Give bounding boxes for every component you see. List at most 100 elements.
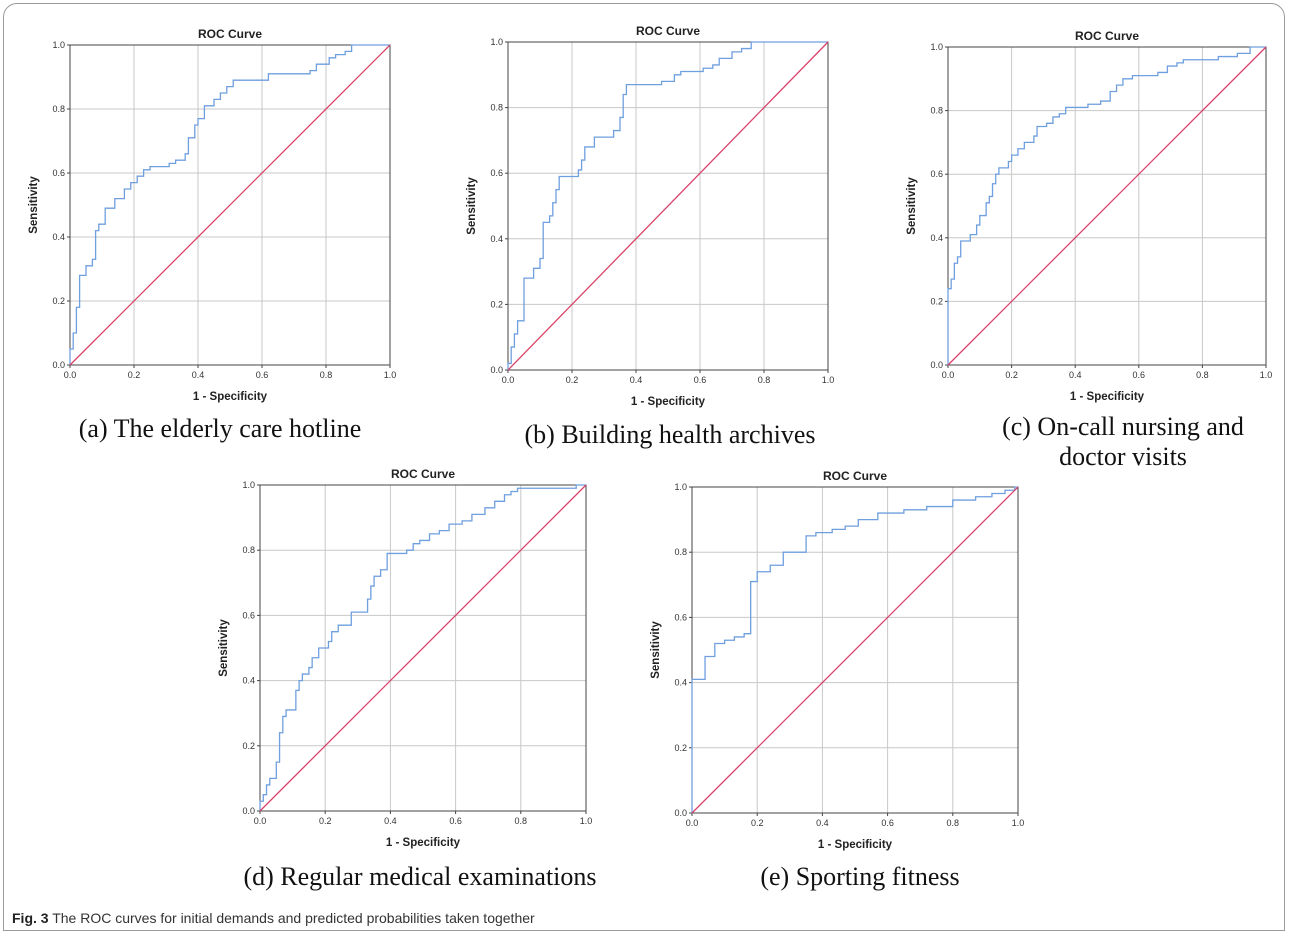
- chart-title: ROC Curve: [198, 27, 262, 41]
- x-tick-label: 0.6: [1133, 370, 1146, 380]
- y-tick-label: 0.6: [52, 168, 65, 178]
- roc-panel-d: 0.0 0.2 0.4 0.6 0.8 1.0 0.0 0.2 0.4 0.6 0.8 1.0 ROC …: [0, 0, 620, 900]
- chart-svg: 0.0 0.2 0.4 0.6 0.8 1.0 0.0 0.2 0.4 0.6 0.8 1.0 ROC …: [28, 27, 397, 403]
- roc-curve-line: [507, 41, 828, 370]
- x-tick-label: 0.0: [686, 818, 699, 828]
- x-tick-label: 0.4: [192, 370, 205, 380]
- y-axis-label: Sensitivity: [650, 621, 662, 679]
- y-tick-label: 0.6: [242, 610, 255, 620]
- x-tick-label: 0.8: [947, 818, 960, 828]
- plot-frame: [69, 44, 391, 366]
- roc-curve-line: [259, 484, 586, 811]
- y-tick-label: 0.8: [242, 545, 255, 555]
- reference-diagonal-line: [259, 484, 587, 812]
- y-tick-label: 0.2: [930, 296, 943, 306]
- plot-frame: [259, 484, 587, 812]
- y-tick-label: 0.4: [52, 232, 65, 242]
- y-tick-label: 1.0: [490, 37, 503, 47]
- y-tick-label: 1.0: [674, 482, 687, 492]
- x-tick-label: 0.2: [751, 818, 764, 828]
- x-tick-label: 0.2: [128, 370, 141, 380]
- x-axis-label: 1 - Specificity: [386, 837, 461, 849]
- roc-panel-e: 0.0 0.2 0.4 0.6 0.8 1.0 0.0 0.2 0.4 0.6 0.8 1.0 ROC …: [650, 469, 1025, 851]
- y-tick-label: 0.8: [490, 103, 503, 113]
- roc-panel-c: 0.0 0.2 0.4 0.6 0.8 1.0 0.0 0.2 0.4 0.6 0.8 1.0 ROC …: [0, 0, 1290, 460]
- y-tick-label: 0.0: [930, 360, 943, 370]
- chart-title: ROC Curve: [1075, 29, 1139, 43]
- y-tick-label: 0.8: [52, 104, 65, 114]
- y-tick-label: 0.8: [674, 547, 687, 557]
- x-axis-label: 1 - Specificity: [818, 839, 893, 851]
- y-axis-label: Sensitivity: [906, 177, 918, 235]
- plot-frame: [691, 486, 1019, 814]
- roc-curve-line: [69, 44, 390, 365]
- x-tick-label: 0.8: [515, 816, 528, 826]
- y-tick-label: 0.0: [52, 360, 65, 370]
- y-axis-label: Sensitivity: [218, 619, 230, 677]
- plot-frame: [947, 46, 1267, 366]
- x-tick-label: 1.0: [580, 816, 593, 826]
- y-tick-label: 0.4: [674, 678, 687, 688]
- chart-svg: 0.0 0.2 0.4 0.6 0.8 1.0 0.0 0.2 0.4 0.6 0.8 1.0 ROC …: [906, 29, 1273, 403]
- reference-diagonal-line: [507, 41, 829, 371]
- panel-caption-c: (c) On-call nursing and doctor visits: [1002, 412, 1244, 471]
- x-tick-label: 1.0: [1012, 818, 1025, 828]
- y-tick-label: 0.6: [930, 169, 943, 179]
- y-axis-label: Sensitivity: [28, 176, 40, 234]
- chart-svg: 0.0 0.2 0.4 0.6 0.8 1.0 0.0 0.2 0.4 0.6 0.8 1.0 ROC …: [650, 469, 1025, 851]
- y-tick-label: 0.8: [930, 106, 943, 116]
- x-axis-label: 1 - Specificity: [631, 396, 706, 408]
- x-tick-label: 0.2: [1005, 370, 1018, 380]
- x-axis-label: 1 - Specificity: [193, 391, 268, 403]
- y-tick-label: 0.6: [490, 168, 503, 178]
- x-tick-label: 0.6: [881, 818, 894, 828]
- x-tick-label: 0.0: [64, 370, 77, 380]
- x-tick-label: 0.4: [630, 375, 643, 385]
- x-tick-label: 1.0: [1260, 370, 1273, 380]
- plot-frame: [507, 41, 829, 371]
- x-tick-label: 0.6: [256, 370, 269, 380]
- y-tick-label: 0.4: [490, 234, 503, 244]
- y-tick-label: 0.0: [490, 365, 503, 375]
- x-tick-label: 0.2: [319, 816, 332, 826]
- panel-caption-d: (d) Regular medical examinations: [243, 862, 597, 891]
- y-tick-label: 1.0: [242, 480, 255, 490]
- y-tick-label: 0.2: [242, 741, 255, 751]
- x-tick-label: 0.8: [1196, 370, 1209, 380]
- figure-caption-text: The ROC curves for initial demands and p…: [52, 910, 535, 926]
- x-tick-label: 1.0: [822, 375, 835, 385]
- y-axis-label: Sensitivity: [466, 177, 478, 235]
- x-tick-label: 0.0: [502, 375, 515, 385]
- x-tick-label: 1.0: [384, 370, 397, 380]
- chart-svg: 0.0 0.2 0.4 0.6 0.8 1.0 0.0 0.2 0.4 0.6 0.8 1.0 ROC …: [466, 24, 835, 408]
- x-tick-label: 0.0: [254, 816, 267, 826]
- x-axis-label: 1 - Specificity: [1070, 391, 1145, 403]
- roc-panel-a: 0.0 0.2 0.4 0.6 0.8 1.0 0.0 0.2 0.4 0.6 0.8 1.0 ROC …: [0, 0, 420, 460]
- x-tick-label: 0.8: [320, 370, 333, 380]
- reference-diagonal-line: [691, 486, 1019, 814]
- panel-caption-b: (b) Building health archives: [524, 420, 816, 449]
- figure-caption: Fig. 3 The ROC curves for initial demand…: [12, 910, 535, 926]
- chart-title: ROC Curve: [636, 24, 700, 38]
- x-tick-label: 0.2: [566, 375, 579, 385]
- y-tick-label: 1.0: [52, 40, 65, 50]
- x-tick-label: 0.0: [942, 370, 955, 380]
- x-tick-label: 0.8: [758, 375, 771, 385]
- panel-caption-e: (e) Sporting fitness: [760, 862, 960, 891]
- x-tick-label: 0.6: [449, 816, 462, 826]
- chart-title: ROC Curve: [391, 467, 455, 481]
- y-tick-label: 0.2: [52, 296, 65, 306]
- reference-diagonal-line: [69, 44, 391, 366]
- x-tick-label: 0.4: [384, 816, 397, 826]
- y-tick-label: 0.0: [242, 806, 255, 816]
- y-tick-label: 0.2: [674, 743, 687, 753]
- roc-curve-line: [947, 46, 1266, 365]
- y-tick-label: 0.4: [930, 233, 943, 243]
- chart-svg: 0.0 0.2 0.4 0.6 0.8 1.0 0.0 0.2 0.4 0.6 0.8 1.0 ROC …: [218, 467, 593, 849]
- roc-panel-b: 0.0 0.2 0.4 0.6 0.8 1.0 0.0 0.2 0.4 0.6 0.8 1.0 ROC …: [0, 0, 860, 460]
- chart-title: ROC Curve: [823, 469, 887, 483]
- y-tick-label: 0.0: [674, 808, 687, 818]
- figure-frame: [3, 3, 1285, 931]
- y-tick-label: 0.2: [490, 299, 503, 309]
- x-tick-label: 0.4: [1069, 370, 1082, 380]
